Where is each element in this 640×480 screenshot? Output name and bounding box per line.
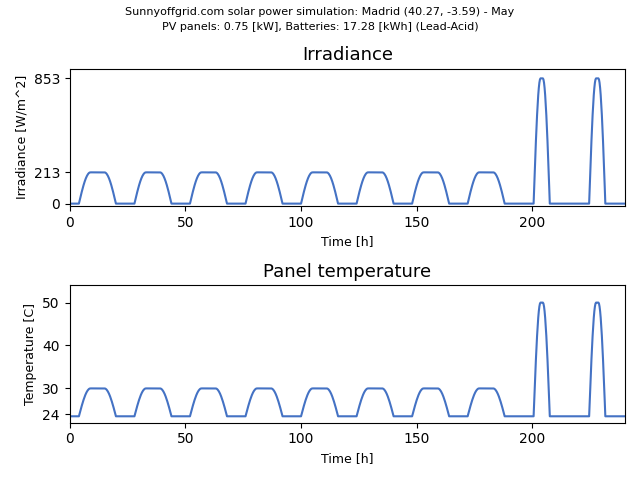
Title: Irradiance: Irradiance (302, 46, 393, 64)
Y-axis label: Temperature [C]: Temperature [C] (24, 303, 37, 405)
Text: Sunnyoffgrid.com solar power simulation: Madrid (40.27, -3.59) - May: Sunnyoffgrid.com solar power simulation:… (125, 7, 515, 17)
Title: Panel temperature: Panel temperature (263, 263, 431, 281)
Y-axis label: Irradiance [W/m^2]: Irradiance [W/m^2] (15, 75, 28, 199)
X-axis label: Time [h]: Time [h] (321, 452, 374, 465)
X-axis label: Time [h]: Time [h] (321, 235, 374, 248)
Text: PV panels: 0.75 [kW], Batteries: 17.28 [kWh] (Lead-Acid): PV panels: 0.75 [kW], Batteries: 17.28 [… (162, 22, 478, 32)
